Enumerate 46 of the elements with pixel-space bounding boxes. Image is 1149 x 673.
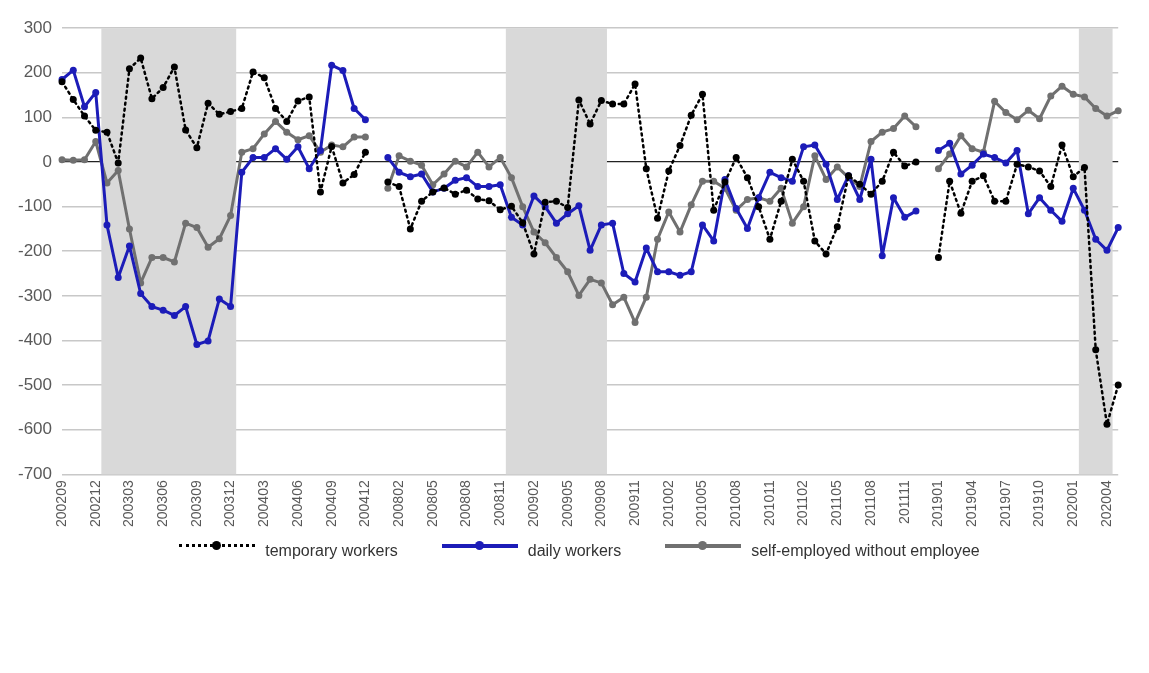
- legend-label: self-employed without employee: [751, 542, 980, 559]
- x-tick-label: 200403: [255, 480, 272, 527]
- y-tick-label: 100: [23, 107, 53, 127]
- y-tick-label: 300: [23, 17, 53, 37]
- x-tick-label: 201105: [828, 480, 845, 526]
- y-tick-label: -200: [17, 240, 53, 260]
- x-tick-label: 201904: [962, 480, 979, 527]
- x-tick-label: 200808: [457, 480, 474, 527]
- x-tick-label: 200306: [154, 480, 171, 527]
- x-tick-label: 200802: [389, 480, 406, 527]
- x-tick-label: 200309: [187, 480, 204, 527]
- legend-label: daily workers: [527, 542, 622, 559]
- y-tick-label: -600: [17, 419, 53, 439]
- x-tick-label: 201005: [693, 480, 710, 527]
- x-tick-label: 200312: [221, 480, 238, 527]
- y-tick-label: -700: [17, 463, 53, 483]
- x-tick-label: 200911: [625, 480, 642, 526]
- y-tick-label: 200: [23, 62, 53, 82]
- x-tick-label: 200412: [356, 480, 373, 527]
- x-tick-label: 200406: [288, 480, 305, 527]
- x-tick-label: 200805: [423, 480, 440, 527]
- x-tick-label: 201901: [929, 480, 946, 527]
- x-tick-label: 202004: [1097, 480, 1114, 527]
- y-tick-label: -500: [17, 374, 53, 394]
- x-tick-label: 201011: [760, 480, 777, 526]
- x-tick-label: 201108: [861, 480, 878, 526]
- y-tick-label: -100: [17, 196, 53, 216]
- x-tick-label: 200212: [86, 480, 103, 527]
- x-tick-label: 200905: [558, 480, 575, 527]
- y-tick-label: -400: [17, 330, 53, 350]
- x-tick-label: 200908: [592, 480, 609, 527]
- x-tick-label: 201102: [794, 480, 811, 526]
- x-tick-label: 201111: [895, 480, 912, 524]
- x-tick-label: 200209: [52, 480, 69, 527]
- x-tick-label: 200303: [120, 480, 137, 527]
- x-tick-label: 202001: [1064, 480, 1081, 527]
- y-tick-label: 0: [42, 151, 53, 171]
- y-tick-label: -300: [17, 285, 53, 305]
- x-tick-label: 201907: [996, 480, 1013, 527]
- x-tick-label: 201008: [727, 480, 744, 527]
- x-tick-label: 200811: [491, 480, 508, 526]
- x-tick-label: 201910: [1030, 480, 1047, 527]
- legend-label: temporary workers: [265, 542, 398, 559]
- x-tick-label: 200902: [524, 480, 541, 527]
- x-tick-label: 201002: [659, 480, 676, 527]
- x-tick-label: 200409: [322, 480, 339, 527]
